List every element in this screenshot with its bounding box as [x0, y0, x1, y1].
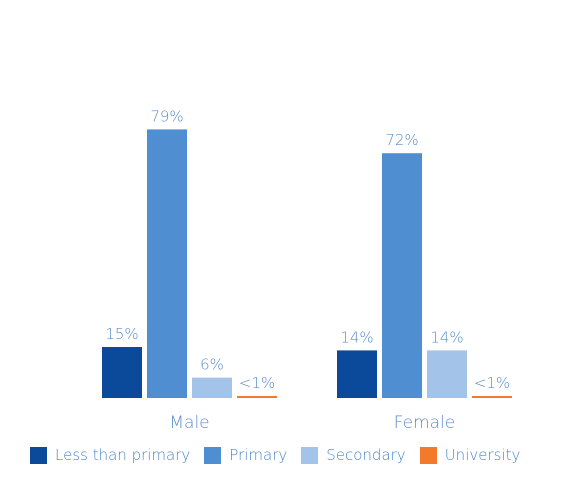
legend-item-university: University [419, 446, 521, 464]
bar-female-secondary [427, 350, 467, 398]
data-label: <1% [239, 374, 275, 392]
bar-male-less-than-primary [102, 347, 142, 398]
legend-swatch-less-than-primary [30, 446, 47, 464]
data-label: 15% [105, 325, 138, 343]
data-label: 72% [385, 131, 418, 149]
legend-item-primary: Primary [204, 446, 287, 464]
data-label: 79% [150, 107, 183, 125]
bar-male-primary [147, 129, 187, 398]
legend-item-less-than-primary: Less than primary [30, 446, 190, 464]
legend-swatch-secondary [301, 446, 319, 464]
legend-swatch-university [419, 446, 437, 464]
legend-label: Primary [229, 446, 288, 464]
legend-label: University [444, 446, 521, 464]
bar-female-less-than-primary [337, 350, 377, 398]
bar-female-primary [382, 153, 422, 398]
data-label: 14% [340, 328, 373, 346]
bar-male-university [237, 396, 277, 398]
category-label-female: Female [394, 413, 455, 433]
bar-male-secondary [192, 377, 232, 398]
bar-chart: 15% 79% 6% <1% Male 14% 72% 14% <1% Female [102, 107, 512, 433]
bar-female-university [472, 396, 512, 398]
data-label: 14% [430, 328, 463, 346]
data-label: <1% [474, 374, 510, 392]
legend-label: Less than primary [55, 446, 191, 464]
legend-label: Secondary [326, 446, 406, 464]
legend: Less than primary Primary Secondary Univ… [30, 446, 534, 464]
data-label: 6% [200, 356, 224, 374]
legend-item-secondary: Secondary [301, 446, 406, 464]
legend-swatch-primary [204, 446, 222, 464]
category-label-male: Male [169, 413, 209, 433]
